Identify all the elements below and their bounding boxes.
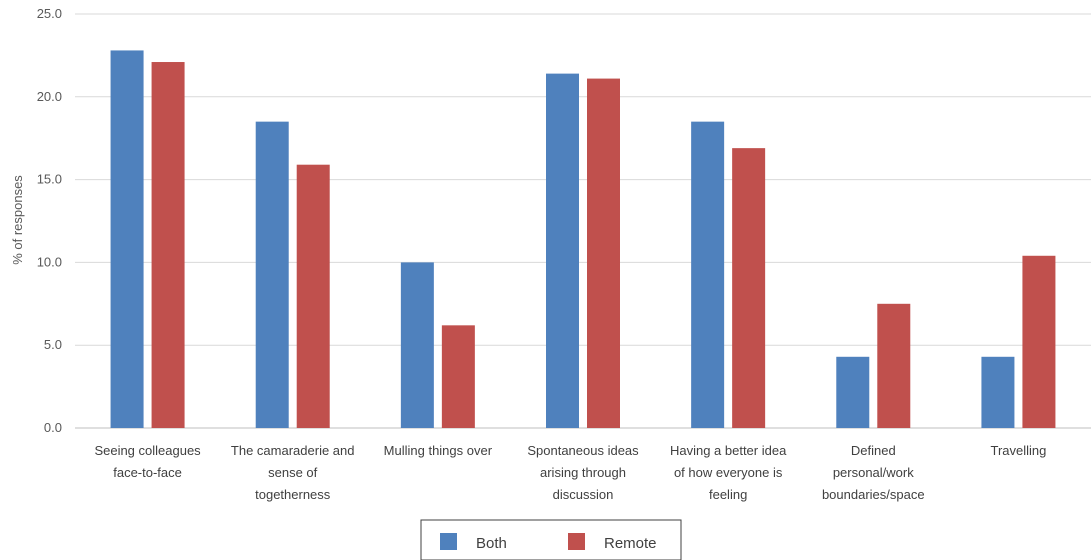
legend-border [420, 519, 682, 560]
y-axis-title: % of responses [10, 175, 25, 265]
bar-both-2 [400, 262, 434, 428]
bar-both-0 [110, 50, 144, 428]
y-tick-label: 5.0 [44, 337, 62, 352]
bar-remote-2 [441, 325, 475, 428]
bar-both-3 [546, 73, 579, 428]
category-label: Spontaneous ideas arising through discussi… [527, 443, 639, 502]
legend-swatch-both [440, 533, 457, 550]
y-tick-label: 20.0 [37, 89, 62, 104]
y-tick-labels: 0.0 5.0 10.0 15.0 20.0 25.0 [37, 6, 62, 435]
legend-label-remote: Remote [604, 535, 657, 552]
bar-remote-5 [877, 303, 911, 428]
legend-swatch-remote [568, 533, 585, 550]
bar-remote-6 [1022, 255, 1056, 428]
legend: Both Remote [420, 519, 682, 560]
y-tick-label: 25.0 [37, 6, 62, 21]
y-tick-label: 15.0 [37, 172, 62, 187]
category-labels: Seeing colleagues face-to-face The camarad… [94, 443, 1046, 502]
legend-label-both: Both [476, 535, 507, 552]
category-label: Seeing colleagues face-to-face [94, 443, 201, 480]
y-tick-label: 0.0 [44, 420, 62, 435]
bar-remote-4 [732, 148, 766, 429]
bars [110, 50, 1056, 429]
category-label: Having a better idea of how everyone is fe… [670, 443, 787, 502]
category-label: The camaraderie and sense of togetherness [231, 443, 355, 502]
bar-both-6 [981, 356, 1015, 428]
y-tick-label: 10.0 [37, 254, 62, 269]
bar-both-5 [836, 356, 870, 428]
category-label: Travelling [990, 443, 1046, 458]
bar-both-1 [255, 121, 289, 428]
category-label: Mulling things over [384, 443, 493, 458]
bar-remote-0 [151, 62, 185, 429]
category-label: Defined personal/work boundaries/space [822, 443, 925, 502]
bar-both-4 [691, 121, 725, 428]
bar-remote-3 [587, 78, 620, 429]
bar-remote-1 [296, 164, 330, 429]
gridlines [75, 13, 1091, 429]
